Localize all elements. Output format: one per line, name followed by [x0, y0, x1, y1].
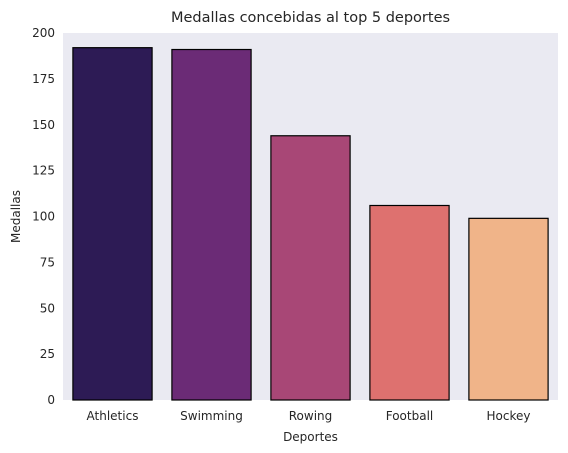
- y-axis-label: Medallas: [9, 190, 23, 243]
- bar-rowing: [271, 136, 350, 400]
- y-tick-label: 175: [32, 72, 55, 86]
- bar-hockey: [469, 218, 548, 400]
- y-tick-label: 100: [32, 210, 55, 224]
- y-tick-label: 50: [40, 301, 55, 315]
- y-tick-label: 25: [40, 347, 55, 361]
- y-tick-label: 200: [32, 26, 55, 40]
- x-tick-label: Rowing: [289, 409, 333, 423]
- y-tick-label: 0: [47, 393, 55, 407]
- x-tick-label: Athletics: [87, 409, 139, 423]
- y-tick-label: 150: [32, 118, 55, 132]
- x-axis-label: Deportes: [283, 430, 338, 444]
- x-axis-ticks: Athletics Swimming Rowing Football Hockey: [87, 409, 531, 423]
- y-tick-label: 75: [40, 255, 55, 269]
- bar-athletics: [73, 48, 152, 400]
- x-tick-label: Football: [386, 409, 434, 423]
- chart-title: Medallas concebidas al top 5 deportes: [171, 10, 450, 26]
- x-tick-label: Swimming: [180, 409, 243, 423]
- y-axis-ticks: 0 25 50 75 100 125 150 175 200: [32, 26, 55, 407]
- x-tick-label: Hockey: [487, 409, 531, 423]
- bar-football: [370, 205, 449, 400]
- bar-swimming: [172, 50, 251, 400]
- y-tick-label: 125: [32, 164, 55, 178]
